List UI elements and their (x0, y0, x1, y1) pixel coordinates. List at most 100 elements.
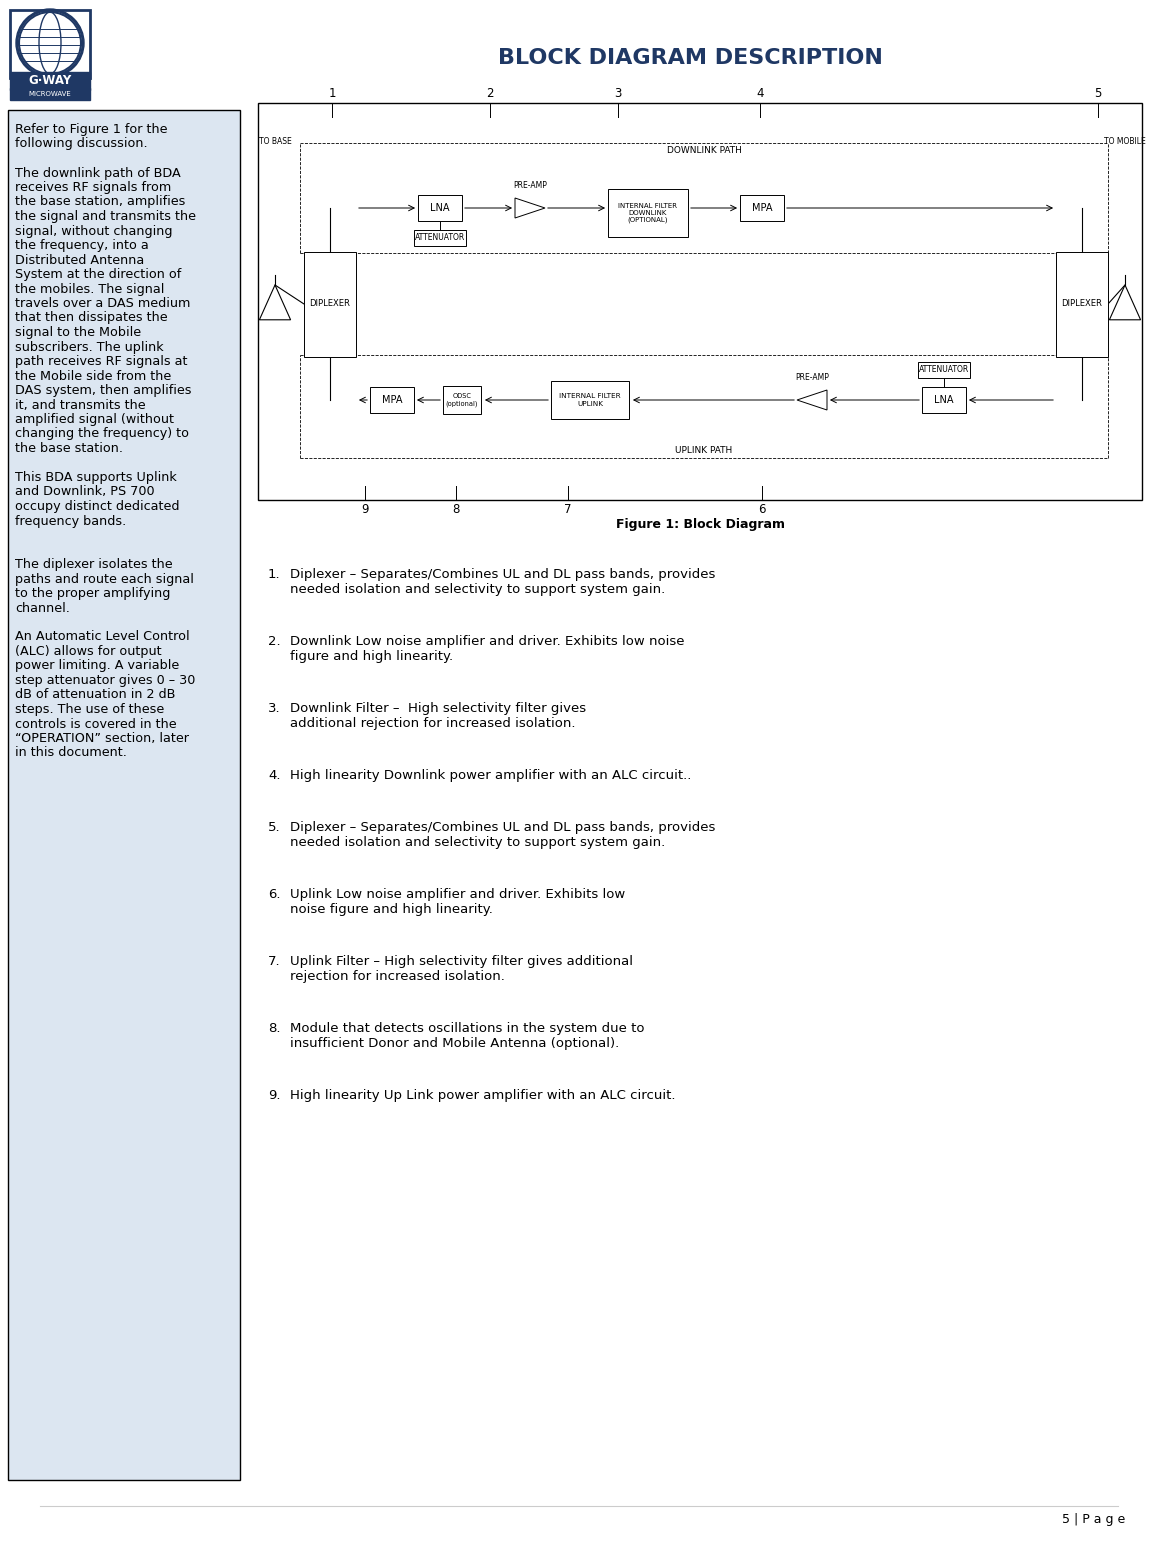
Text: to the proper amplifying: to the proper amplifying (15, 587, 170, 601)
Text: power limiting. A variable: power limiting. A variable (15, 659, 179, 672)
Text: path receives RF signals at: path receives RF signals at (15, 354, 188, 368)
Text: Downlink Low noise amplifier and driver. Exhibits low noise: Downlink Low noise amplifier and driver.… (290, 635, 684, 649)
Text: UPLINK PATH: UPLINK PATH (675, 446, 733, 455)
Text: changing the frequency) to: changing the frequency) to (15, 427, 189, 441)
Text: INTERNAL FILTER
UPLINK: INTERNAL FILTER UPLINK (559, 393, 621, 407)
Text: in this document.: in this document. (15, 746, 127, 760)
Text: receives RF signals from: receives RF signals from (15, 181, 171, 194)
Bar (740, 195, 784, 221)
Polygon shape (259, 285, 291, 320)
Text: 2: 2 (486, 87, 493, 101)
Polygon shape (797, 390, 827, 410)
Text: the frequency, into a: the frequency, into a (15, 238, 148, 252)
Text: amplified signal (without: amplified signal (without (15, 413, 174, 426)
Text: the Mobile side from the: the Mobile side from the (15, 370, 171, 382)
Bar (10, 73, 90, 90)
Text: that then dissipates the: that then dissipates the (15, 311, 168, 325)
Circle shape (16, 9, 85, 77)
Text: Module that detects oscillations in the system due to: Module that detects oscillations in the … (290, 1022, 645, 1036)
Text: DOWNLINK PATH: DOWNLINK PATH (667, 146, 741, 155)
Text: channel.: channel. (15, 602, 69, 615)
Text: 7: 7 (564, 503, 572, 515)
Text: MPA: MPA (752, 203, 772, 214)
Text: INTERNAL FILTER
DOWNLINK
(OPTIONAL): INTERNAL FILTER DOWNLINK (OPTIONAL) (618, 203, 677, 223)
Text: and Downlink, PS 700: and Downlink, PS 700 (15, 486, 155, 498)
Text: 6: 6 (758, 503, 765, 515)
Text: 7.: 7. (267, 955, 280, 968)
Bar (1056, 251, 1108, 356)
Text: TO MOBILE: TO MOBILE (1104, 138, 1146, 146)
Text: steps. The use of these: steps. The use of these (15, 703, 164, 717)
Text: signal, without changing: signal, without changing (15, 224, 173, 237)
Bar (608, 189, 688, 237)
Text: occupy distinct dedicated: occupy distinct dedicated (15, 500, 179, 512)
Text: TO BASE: TO BASE (258, 138, 292, 146)
Text: frequency bands.: frequency bands. (15, 514, 126, 528)
Text: MPA: MPA (382, 395, 402, 406)
Text: LNA: LNA (431, 203, 449, 214)
Text: This BDA supports Uplink: This BDA supports Uplink (15, 471, 177, 485)
Text: Downlink Filter –  High selectivity filter gives: Downlink Filter – High selectivity filte… (290, 701, 586, 715)
Text: dB of attenuation in 2 dB: dB of attenuation in 2 dB (15, 689, 175, 701)
Text: DIPLEXER: DIPLEXER (309, 299, 351, 308)
Text: LNA: LNA (935, 395, 954, 406)
Text: Distributed Antenna: Distributed Antenna (15, 254, 145, 266)
Text: PRE-AMP: PRE-AMP (513, 181, 547, 190)
Text: 8.: 8. (267, 1022, 280, 1036)
Text: paths and route each signal: paths and route each signal (15, 573, 193, 585)
Text: ATTENUATOR: ATTENUATOR (415, 234, 466, 243)
Text: ODSC
(optional): ODSC (optional) (446, 393, 478, 407)
Text: Uplink Filter – High selectivity filter gives additional: Uplink Filter – High selectivity filter … (290, 955, 633, 968)
Text: signal to the Mobile: signal to the Mobile (15, 327, 141, 339)
Bar (551, 381, 629, 420)
Text: PRE-AMP: PRE-AMP (796, 373, 829, 382)
Bar (415, 231, 466, 246)
Text: it, and transmits the: it, and transmits the (15, 398, 146, 412)
Text: 6.: 6. (267, 889, 280, 901)
Text: 8: 8 (453, 503, 460, 515)
Bar (918, 362, 970, 378)
Text: the mobiles. The signal: the mobiles. The signal (15, 282, 164, 296)
Circle shape (19, 12, 81, 74)
Text: 1.: 1. (267, 568, 280, 580)
Text: subscribers. The uplink: subscribers. The uplink (15, 341, 163, 353)
Text: Diplexer – Separates/Combines UL and DL pass bands, provides: Diplexer – Separates/Combines UL and DL … (290, 568, 716, 580)
Text: insufficient Donor and Mobile Antenna (optional).: insufficient Donor and Mobile Antenna (o… (290, 1037, 620, 1050)
Text: The downlink path of BDA: The downlink path of BDA (15, 167, 181, 180)
Text: travels over a DAS medium: travels over a DAS medium (15, 297, 190, 310)
Text: controls is covered in the: controls is covered in the (15, 718, 177, 731)
Text: the signal and transmits the: the signal and transmits the (15, 211, 196, 223)
Text: High linearity Up Link power amplifier with an ALC circuit.: High linearity Up Link power amplifier w… (290, 1088, 675, 1102)
Text: The diplexer isolates the: The diplexer isolates the (15, 557, 173, 571)
Text: ATTENUATOR: ATTENUATOR (919, 365, 969, 375)
Bar (305, 251, 356, 356)
Text: 4.: 4. (267, 769, 280, 782)
Text: step attenuator gives 0 – 30: step attenuator gives 0 – 30 (15, 673, 196, 687)
Text: 4: 4 (756, 87, 764, 101)
Text: following discussion.: following discussion. (15, 138, 147, 150)
Text: 5 | P a g e: 5 | P a g e (1062, 1514, 1126, 1526)
Bar (444, 385, 481, 413)
Bar (371, 387, 415, 413)
Bar (8, 110, 240, 1480)
Bar (10, 9, 90, 77)
Text: Figure 1: Block Diagram: Figure 1: Block Diagram (616, 519, 784, 531)
Bar (258, 104, 1142, 500)
Text: additional rejection for increased isolation.: additional rejection for increased isola… (290, 717, 576, 731)
Text: 3.: 3. (267, 701, 280, 715)
Text: the base station, amplifies: the base station, amplifies (15, 195, 185, 209)
Text: 3: 3 (614, 87, 622, 101)
Text: Uplink Low noise amplifier and driver. Exhibits low: Uplink Low noise amplifier and driver. E… (290, 889, 625, 901)
Text: DIPLEXER: DIPLEXER (1062, 299, 1102, 308)
Text: MICROWAVE: MICROWAVE (29, 91, 72, 98)
Bar (418, 195, 462, 221)
Text: An Automatic Level Control: An Automatic Level Control (15, 630, 190, 644)
Text: “OPERATION” section, later: “OPERATION” section, later (15, 732, 189, 745)
Text: needed isolation and selectivity to support system gain.: needed isolation and selectivity to supp… (290, 836, 665, 848)
Text: (ALC) allows for output: (ALC) allows for output (15, 646, 162, 658)
Text: noise figure and high linearity.: noise figure and high linearity. (290, 902, 493, 916)
Text: G·WAY: G·WAY (29, 74, 72, 88)
Text: 9.: 9. (267, 1088, 280, 1102)
Polygon shape (1109, 285, 1141, 320)
Text: DAS system, then amplifies: DAS system, then amplifies (15, 384, 191, 396)
